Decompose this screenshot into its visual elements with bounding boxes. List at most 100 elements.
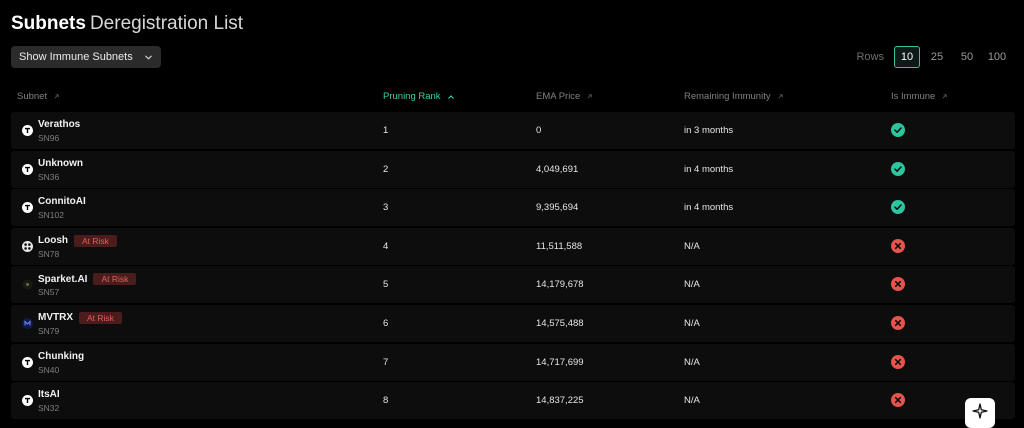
pruning-rank-cell: 5 <box>383 279 389 291</box>
ema-price-cell: 0 <box>536 125 542 136</box>
subnet-name: Sparket.AI At Risk <box>38 273 137 286</box>
immune-check-icon <box>891 123 905 137</box>
at-risk-badge: At Risk <box>74 234 117 247</box>
table-row[interactable]: Unknown SN36 2 4,049,691 in 4 months <box>11 150 1015 188</box>
page-title-strong: Subnets <box>11 13 86 34</box>
subnet-name-text: Unknown <box>38 157 83 169</box>
remaining-immunity-cell: N/A <box>684 279 700 291</box>
page-title-light: Deregistration List <box>89 13 244 34</box>
immune-check-icon <box>891 161 905 176</box>
table-row[interactable]: ConnitoAI SN102 3 9,395,694 in 4 months <box>11 189 1015 227</box>
rows-option-25[interactable]: 25 <box>930 51 944 63</box>
sparket-logo-icon <box>22 279 33 290</box>
column-header-label: Subnet <box>17 91 48 102</box>
sort-icon <box>53 93 61 101</box>
table-row[interactable]: Verathos SN96 1 0 in 3 months <box>11 112 1015 149</box>
page-title: Subnets Deregistration List <box>11 12 243 36</box>
column-header-remaining-immunity[interactable]: Remaining Immunity <box>684 91 785 102</box>
subnet-name-text: ConnitoAI <box>38 196 86 208</box>
table-row[interactable]: Chunking SN40 7 14,717,699 N/A <box>11 343 1015 381</box>
subnet-name-text: Chunking <box>38 350 85 362</box>
remaining-immunity-cell: N/A <box>684 356 700 368</box>
show-immune-subnets-dropdown[interactable]: Show Immune Subnets <box>11 46 161 68</box>
ai-assistant-button[interactable] <box>965 398 995 428</box>
not-immune-x-icon <box>891 315 905 330</box>
pruning-rank-cell: 8 <box>383 395 389 407</box>
sort-icon <box>586 93 594 101</box>
ema-price-cell: 14,575,488 <box>536 317 584 329</box>
subnet-id: SN78 <box>38 248 60 259</box>
remaining-immunity-cell: in 4 months <box>684 202 734 214</box>
subnet-name: Unknown <box>38 158 83 169</box>
rows-per-page-control: Rows 10 25 50 100 <box>856 46 1010 68</box>
ema-price-cell: 14,837,225 <box>536 395 584 407</box>
column-header-label: Is Immune <box>891 91 936 102</box>
not-immune-x-icon <box>891 354 905 369</box>
subnet-id: SN40 <box>38 364 60 375</box>
loosh-logo-icon <box>22 240 33 252</box>
not-immune-x-icon <box>891 393 905 408</box>
subnet-name-text: Sparket.AI <box>38 273 88 285</box>
rows-option-50[interactable]: 50 <box>960 51 974 63</box>
subnet-name: Verathos <box>38 119 80 130</box>
remaining-immunity-cell: N/A <box>684 395 700 407</box>
tao-icon <box>22 395 33 407</box>
column-header-label: Remaining Immunity <box>684 91 771 102</box>
subnet-name: Chunking <box>38 351 84 362</box>
column-header-subnet[interactable]: Subnet <box>17 91 61 102</box>
ema-price-cell: 11,511,588 <box>536 240 583 252</box>
table-header: Subnet Pruning Rank EMA Price Remaining … <box>0 85 1024 109</box>
rows-option-100[interactable]: 100 <box>987 51 1007 63</box>
sort-icon <box>941 93 949 101</box>
subnet-id: SN36 <box>38 171 60 182</box>
remaining-immunity-cell: in 4 months <box>684 163 734 175</box>
remaining-immunity-cell: in 3 months <box>684 125 734 136</box>
at-risk-badge: At Risk <box>79 311 122 324</box>
subnet-id: SN32 <box>38 403 60 414</box>
tao-icon <box>22 125 33 136</box>
chevron-down-icon <box>143 52 153 62</box>
subnet-name-text: MVTRX <box>38 312 73 324</box>
table-body: Verathos SN96 1 0 in 3 months Unknown SN… <box>11 112 1015 421</box>
table-row[interactable]: Sparket.AI At Risk SN57 5 14,179,678 N/A <box>11 266 1015 304</box>
pruning-rank-cell: 6 <box>383 317 389 329</box>
subnet-id: SN96 <box>38 133 60 143</box>
at-risk-badge: At Risk <box>93 273 137 286</box>
sparkle-icon <box>972 402 988 424</box>
remaining-immunity-cell: N/A <box>684 240 700 252</box>
subnet-id: SN57 <box>38 287 60 298</box>
mvtrx-logo-icon <box>22 317 33 329</box>
ema-price-cell: 14,179,678 <box>536 279 584 291</box>
pruning-rank-cell: 7 <box>383 356 389 368</box>
subnet-name-text: Loosh <box>38 235 68 247</box>
tao-icon <box>22 356 33 368</box>
rows-option-10[interactable]: 10 <box>894 46 920 68</box>
subnet-name-text: Verathos <box>38 119 81 130</box>
immune-check-icon <box>891 200 905 215</box>
dropdown-label: Show Immune Subnets <box>19 51 133 63</box>
not-immune-x-icon <box>891 277 905 292</box>
subnet-id: SN79 <box>38 325 60 336</box>
table-row[interactable]: MVTRX At Risk SN79 6 14,575,488 N/A <box>11 304 1015 342</box>
column-header-ema-price[interactable]: EMA Price <box>536 91 594 102</box>
pruning-rank-cell: 4 <box>383 240 389 252</box>
subnet-name: Loosh At Risk <box>38 234 117 247</box>
not-immune-x-icon <box>891 238 905 253</box>
table-row[interactable]: Loosh At Risk SN78 4 11,511,588 N/A <box>11 227 1015 265</box>
rows-label: Rows <box>856 51 884 63</box>
column-header-label: EMA Price <box>536 91 581 102</box>
sort-icon <box>777 93 785 101</box>
column-header-pruning-rank[interactable]: Pruning Rank <box>383 91 455 102</box>
table-row[interactable]: ItsAI SN32 8 14,837,225 N/A <box>11 382 1015 420</box>
subnet-name-text: ItsAI <box>38 389 60 401</box>
subnet-name: ItsAI <box>38 389 60 400</box>
tao-icon <box>22 202 33 214</box>
remaining-immunity-cell: N/A <box>684 317 700 329</box>
pruning-rank-cell: 2 <box>383 163 389 175</box>
sort-ascending-icon <box>447 93 455 101</box>
ema-price-cell: 9,395,694 <box>536 202 579 214</box>
ema-price-cell: 4,049,691 <box>536 163 579 175</box>
subnet-name: ConnitoAI <box>38 196 86 207</box>
column-header-label: Pruning Rank <box>383 91 441 102</box>
column-header-is-immune[interactable]: Is Immune <box>891 91 949 102</box>
